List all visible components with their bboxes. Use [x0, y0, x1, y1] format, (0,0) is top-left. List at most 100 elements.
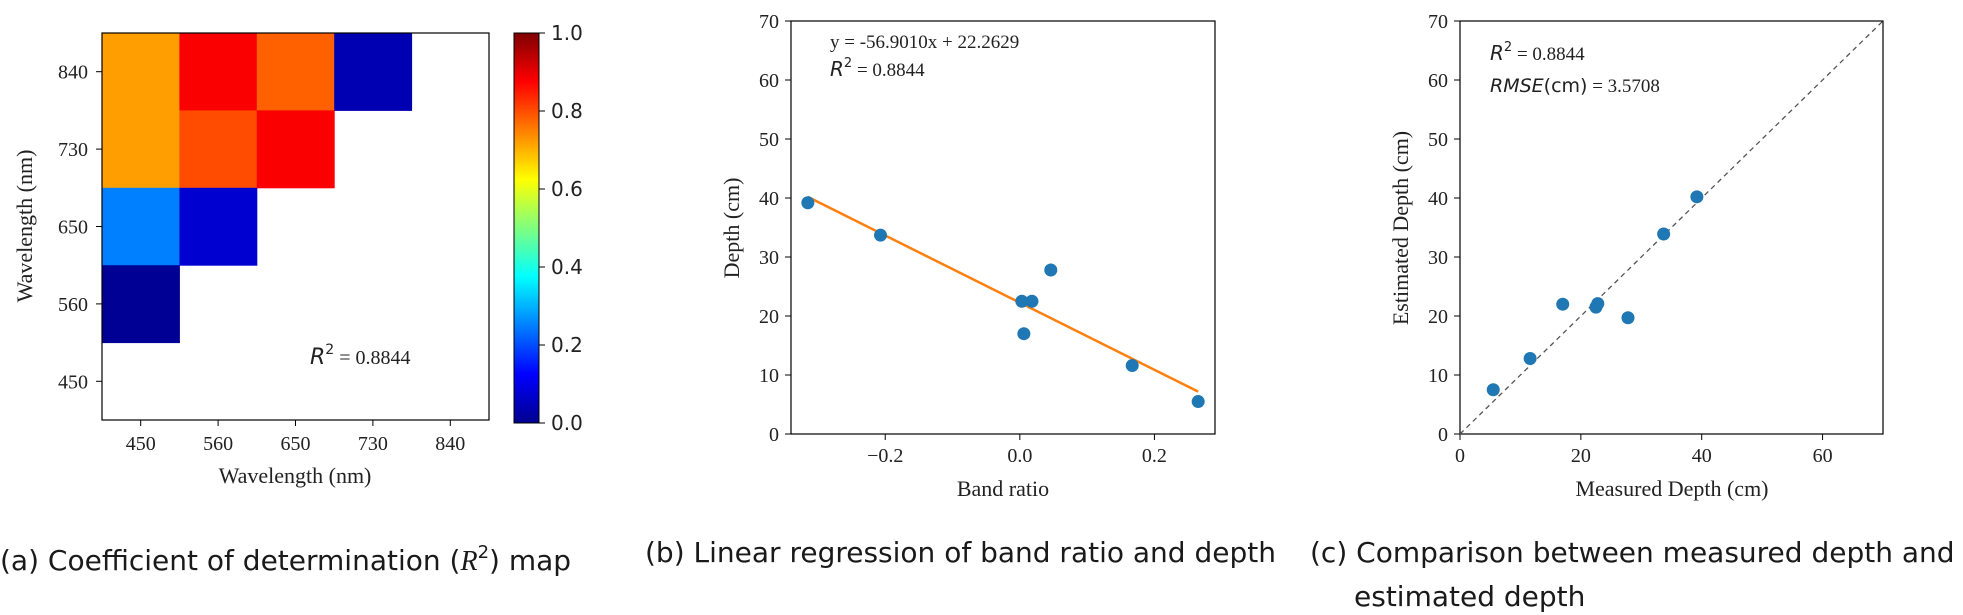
caption-b: (b) Linear regression of band ratio and …: [645, 536, 1276, 569]
heatmap-r2-value: = 0.8844: [334, 347, 410, 369]
comparison-x-tick-label: 60: [1813, 445, 1833, 467]
heatmap-x-tick-label: 650: [281, 433, 311, 455]
heatmap-y-axis-label: Wavelength (nm): [12, 150, 37, 303]
colorbar-tick-label: 0.6: [551, 177, 583, 201]
heatmap-x-ticks: 450 560 650 730 840: [126, 420, 465, 455]
regression-r2-superscript: 2: [844, 56, 852, 71]
heatmap-x-tick-label: 730: [358, 433, 388, 455]
heatmap-cell: [179, 33, 258, 111]
comparison-y-tick-label: 0: [1438, 424, 1448, 446]
regression-fit-line: [807, 195, 1199, 393]
regression-data-point: [1015, 294, 1029, 308]
regression-y-tick-label: 20: [759, 306, 779, 328]
comparison-r2-symbol: R: [1490, 41, 1504, 65]
regression-equation: y = -56.9010x + 22.2629: [830, 32, 1019, 53]
panel-c: 0 20 40 60 0 10 20 30 40 50 60 70 R2 = 0.8844 RMSE…: [1310, 11, 1955, 613]
heatmap-cells: [102, 33, 413, 344]
comparison-data-point: [1486, 383, 1500, 397]
heatmap-x-axis-label: Wavelength (nm): [219, 463, 372, 488]
heatmap-cell: [102, 265, 180, 344]
regression-data-point: [874, 228, 888, 242]
caption-a-suffix: ) map: [489, 544, 571, 577]
regression-data-point: [1044, 263, 1058, 277]
colorbar-tick-label: 0.4: [551, 255, 583, 279]
heatmap-cell: [256, 110, 335, 189]
heatmap-cell: [256, 33, 335, 111]
caption-c-line2: estimated depth: [1354, 580, 1585, 613]
comparison-y-tick-label: 70: [1428, 11, 1448, 33]
comparison-y-tick-label: 30: [1428, 247, 1448, 269]
comparison-x-ticks: 0 20 40 60: [1455, 434, 1833, 467]
heatmap-y-tick-label: 840: [58, 62, 88, 84]
comparison-data-point: [1591, 297, 1605, 311]
comparison-rmse-label: RMSE: [1490, 75, 1544, 97]
comparison-y-axis-label: Estimated Depth (cm): [1388, 131, 1413, 325]
colorbar-tick-label: 0.0: [551, 411, 583, 435]
panel-a: 450 560 650 730 840 450 560 650 730 840 Waveleng…: [0, 21, 583, 577]
colorbar-tick-label: 0.8: [551, 99, 583, 123]
regression-y-tick-label: 60: [759, 70, 779, 92]
regression-y-axis-label: Depth (cm): [719, 178, 744, 279]
comparison-data-point: [1690, 190, 1704, 204]
heatmap-y-tick-label: 730: [58, 139, 88, 161]
comparison-x-tick-label: 0: [1455, 445, 1465, 467]
comparison-y-ticks: 0 10 20 30 40 50 60 70: [1428, 11, 1460, 446]
regression-r2-value: = 0.8844: [852, 60, 925, 81]
heatmap-x-tick-label: 560: [203, 433, 233, 455]
colorbar-ticks: 0.0 0.2 0.4 0.6 0.8 1.0: [539, 21, 583, 435]
regression-r2-annotation: R2 = 0.8844: [830, 56, 925, 81]
regression-x-ticks: −0.2 0.0 0.2: [867, 434, 1167, 467]
comparison-y-tick-label: 40: [1428, 188, 1448, 210]
heatmap-cell: [102, 33, 180, 111]
comparison-x-tick-label: 20: [1571, 445, 1591, 467]
regression-x-tick-label: 0.2: [1142, 445, 1167, 467]
heatmap-cell: [102, 110, 180, 189]
comparison-r2-annotation: R2 = 0.8844: [1490, 40, 1585, 65]
regression-data-point: [1125, 359, 1139, 373]
comparison-data-point: [1621, 311, 1635, 325]
comparison-x-axis-label: Measured Depth (cm): [1575, 476, 1768, 501]
heatmap-y-tick-label: 650: [58, 217, 88, 239]
comparison-y-tick-label: 20: [1428, 306, 1448, 328]
regression-x-tick-label: 0.0: [1007, 445, 1032, 467]
caption-a-superscript: 2: [478, 542, 489, 563]
regression-y-tick-label: 0: [769, 424, 779, 446]
heatmap-cell: [179, 110, 258, 189]
comparison-y-tick-label: 60: [1428, 70, 1448, 92]
regression-y-tick-label: 40: [759, 188, 779, 210]
caption-c-line1: (c) Comparison between measured depth an…: [1310, 536, 1955, 569]
heatmap-r2-symbol: R: [310, 345, 325, 370]
regression-y-tick-label: 70: [759, 11, 779, 33]
comparison-y-tick-label: 50: [1428, 129, 1448, 151]
caption-a: (a) Coefficient of determination (R2) ma…: [0, 542, 571, 577]
comparison-r2-value: = 0.8844: [1512, 44, 1585, 65]
regression-x-axis-label: Band ratio: [957, 476, 1049, 501]
heatmap-x-tick-label: 450: [126, 433, 156, 455]
comparison-rmse-annotation: RMSE(cm) = 3.5708: [1490, 75, 1660, 97]
comparison-data-point: [1657, 227, 1671, 241]
comparison-points: [1486, 190, 1704, 397]
comparison-data-point: [1556, 297, 1570, 311]
regression-r2-symbol: R: [830, 57, 844, 81]
regression-points: [801, 196, 1205, 409]
panel-b: −0.2 0.0 0.2 0 10 20 30 40 50 60 70 y = -56.9010x…: [645, 11, 1276, 569]
heatmap-y-ticks: 450 560 650 730 840: [58, 62, 102, 393]
regression-data-point: [1017, 327, 1031, 341]
caption-a-symbol: R: [459, 546, 477, 577]
regression-y-tick-label: 30: [759, 247, 779, 269]
comparison-y-tick-label: 10: [1428, 365, 1448, 387]
comparison-rmse-value: = 3.5708: [1587, 76, 1659, 97]
heatmap-y-tick-label: 450: [58, 371, 88, 393]
colorbar-tick-label: 0.2: [551, 333, 583, 357]
comparison-x-tick-label: 40: [1692, 445, 1712, 467]
heatmap-r2-superscript: 2: [325, 342, 334, 358]
comparison-r2-superscript: 2: [1504, 40, 1512, 55]
regression-frame: [790, 20, 1216, 435]
colorbar: [513, 32, 540, 424]
comparison-frame: [1459, 20, 1884, 435]
regression-data-point: [801, 196, 815, 210]
regression-y-ticks: 0 10 20 30 40 50 60 70: [759, 11, 791, 446]
comparison-rmse-unit: (cm): [1544, 75, 1588, 97]
heatmap-cell: [179, 187, 258, 266]
